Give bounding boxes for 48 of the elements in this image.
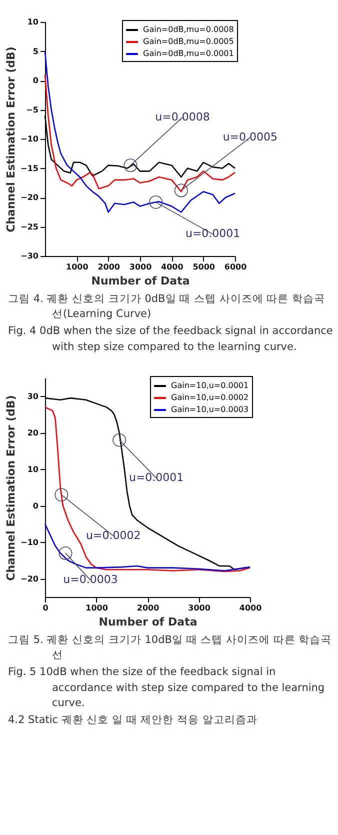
x-tick-label: 3000 bbox=[129, 262, 152, 272]
x-tick-label: 4000 bbox=[239, 603, 262, 612]
y-tick-label: −25 bbox=[20, 222, 39, 232]
caption: Fig. 4 0dB when the size of the feedback signal in accordance with step size compared to the learning curve. bbox=[8, 324, 334, 355]
y-axis-title: Channel Estimation Error (dB) bbox=[4, 46, 18, 232]
legend-label: Gain=0dB,mu=0.0001 bbox=[143, 49, 234, 58]
caption: 그림 5. 궤환 신호의 크기가 10dB일 때 스텝 사이즈에 따른 학습곡선 bbox=[8, 632, 333, 664]
x-axis-title: Number of Data bbox=[91, 274, 190, 288]
x-tick-label: 1000 bbox=[86, 603, 108, 612]
x-axis-title: Number of Data bbox=[98, 615, 198, 628]
text: 4.2 Static 궤환 신호 일 때 제안한 적응 알고리즘과 bbox=[8, 712, 258, 728]
y-tick-label: 0 bbox=[32, 76, 39, 85]
x-tick-label: 4000 bbox=[161, 262, 184, 272]
annotation: u=0.0005 bbox=[222, 130, 278, 144]
line-series bbox=[44, 523, 251, 572]
legend-label: Gain=10,u=0.0003 bbox=[171, 404, 249, 414]
caption: 그림 4. 궤환 신호의 크기가 0dB일 때 스텝 사이즈에 따른 학습곡선(Learning Curve) bbox=[8, 292, 326, 322]
y-tick-label: 5 bbox=[32, 46, 39, 56]
y-tick-label: −20 bbox=[20, 193, 39, 202]
y-tick-label: −10 bbox=[20, 538, 39, 547]
legend-label: Gain=10,u=0.0001 bbox=[171, 380, 249, 390]
annotation: u=0.0001 bbox=[185, 227, 240, 240]
annotation: u=0.0001 bbox=[128, 470, 184, 484]
x-tick-label: 5000 bbox=[192, 262, 216, 272]
annotation: u=0.0002 bbox=[86, 528, 141, 542]
y-tick-label: 10 bbox=[27, 18, 39, 26]
y-tick-label: 20 bbox=[27, 428, 39, 438]
x-tick-label: 2000 bbox=[98, 262, 120, 272]
x-tick-label: 2000 bbox=[136, 603, 160, 612]
x-tick-label: 3000 bbox=[188, 603, 211, 612]
annotation: u=0.0008 bbox=[155, 110, 210, 124]
x-tick-label: 6000 bbox=[224, 262, 248, 272]
caption: Fig. 5 10dB when the size of the feedback signal in accordance with step size compared to the learning curve. bbox=[8, 665, 326, 711]
legend-label: Gain=10,u=0.0002 bbox=[171, 392, 249, 402]
y-tick-label: −30 bbox=[20, 252, 39, 260]
y-tick-label: −20 bbox=[20, 574, 39, 584]
y-axis-title: Channel Estimation Error (dB) bbox=[4, 394, 18, 581]
x-tick-label: 0 bbox=[42, 603, 49, 612]
legend-label: Gain=0dB,mu=0.0005 bbox=[143, 37, 234, 46]
y-tick-label: 30 bbox=[27, 392, 39, 401]
y-tick-label: −5 bbox=[26, 105, 39, 114]
y-tick-label: 0 bbox=[32, 501, 39, 510]
annotation: u=0.0003 bbox=[63, 573, 118, 586]
y-tick-label: 10 bbox=[27, 464, 39, 474]
x-tick-label: 1000 bbox=[66, 262, 89, 272]
y-tick-label: −15 bbox=[20, 164, 39, 173]
y-tick-label: −10 bbox=[20, 134, 39, 144]
legend-label: Gain=0dB,mu=0.0008 bbox=[143, 25, 234, 34]
